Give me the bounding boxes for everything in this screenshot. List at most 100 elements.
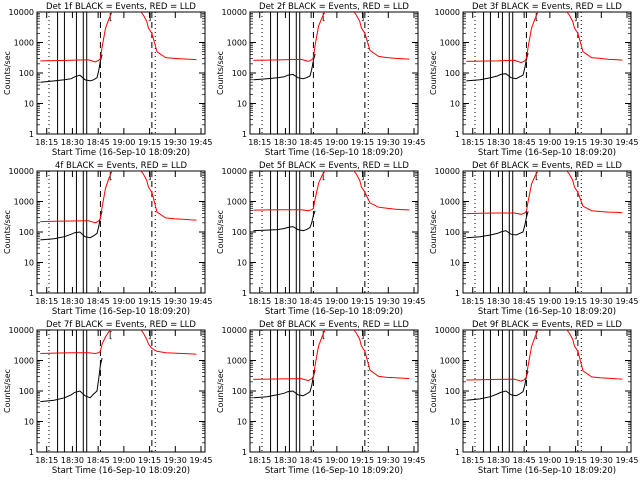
y-axis-label: Counts/sec <box>216 210 225 254</box>
y-tick-label: 1 <box>29 448 34 457</box>
x-tick-label: 18:30 <box>274 138 297 147</box>
x-tick-label: 18:45 <box>513 456 536 465</box>
x-axis-label: Start Time (16-Sep-10 18:09:20) <box>478 307 616 317</box>
x-tick-label: 18:45 <box>87 456 110 465</box>
x-tick-label: 18:30 <box>487 297 510 306</box>
y-tick-label: 10000 <box>435 167 460 176</box>
plot-frame <box>249 11 419 135</box>
events-series-line <box>253 370 316 399</box>
y-axis-label: Counts/sec <box>429 210 438 254</box>
x-tick-label: 18:45 <box>513 297 536 306</box>
bracket-marker: ] <box>148 331 152 341</box>
y-tick-label: 1000 <box>14 198 34 207</box>
y-tick-label: 10 <box>237 418 247 427</box>
y-tick-label: 1 <box>29 289 34 298</box>
y-tick-label: 10 <box>450 100 460 109</box>
x-tick-label: 19:15 <box>564 297 587 306</box>
bracket-marker: [ <box>535 13 539 23</box>
bracket-marker: [ <box>322 13 326 23</box>
y-tick-label: 10000 <box>222 167 247 176</box>
bracket-marker: [ <box>109 331 113 341</box>
panel-title: Det 5f BLACK = Events, RED = LLD <box>259 161 409 171</box>
bracket-marker: [ <box>109 13 113 23</box>
x-tick-label: 18:30 <box>274 297 297 306</box>
y-axis-label: Counts/sec <box>3 51 12 95</box>
x-axis-label: Start Time (16-Sep-10 18:09:20) <box>52 466 190 476</box>
x-tick-label: 19:30 <box>590 138 613 147</box>
x-tick-label: 19:45 <box>615 297 638 306</box>
x-tick-label: 19:45 <box>189 138 212 147</box>
x-tick-label: 19:00 <box>538 456 561 465</box>
lld-series-line <box>466 171 623 215</box>
y-tick-label: 1000 <box>14 357 34 366</box>
y-tick-label: 10 <box>237 259 247 268</box>
x-tick-label: 18:45 <box>87 297 110 306</box>
y-tick-label: 1000 <box>14 39 34 48</box>
x-axis-label: Start Time (16-Sep-10 18:09:20) <box>478 466 616 476</box>
bracket-marker: ] <box>574 13 578 23</box>
plot-frame <box>249 329 419 453</box>
y-tick-label: 1 <box>455 130 460 139</box>
y-tick-label: 10000 <box>9 8 34 17</box>
x-tick-label: 19:30 <box>377 297 400 306</box>
y-axis-label: Counts/sec <box>216 369 225 413</box>
plot-frame <box>462 170 632 294</box>
y-axis-label: Counts/sec <box>216 51 225 95</box>
y-tick-label: 1000 <box>227 198 247 207</box>
y-tick-label: 100 <box>19 228 34 237</box>
y-tick-label: 100 <box>19 387 34 396</box>
y-tick-label: 1 <box>455 448 460 457</box>
plot-frame <box>462 11 632 135</box>
x-tick-label: 19:00 <box>112 138 135 147</box>
y-axis-label: Counts/sec <box>3 210 12 254</box>
y-tick-label: 10 <box>24 100 34 109</box>
bracket-marker: ] <box>361 13 365 23</box>
x-tick-label: 19:30 <box>377 456 400 465</box>
x-axis-label: Start Time (16-Sep-10 18:09:20) <box>52 307 190 317</box>
x-tick-label: 19:30 <box>590 456 613 465</box>
x-tick-label: 19:15 <box>564 456 587 465</box>
x-tick-label: 18:15 <box>35 138 58 147</box>
panel-title: Det 7f BLACK = Events, RED = LLD <box>46 320 196 330</box>
panel-4: 4f BLACK = Events, RED = LLD 1 10 100 1000 10… <box>3 161 213 317</box>
y-tick-label: 1 <box>242 289 247 298</box>
x-tick-label: 19:45 <box>402 138 425 147</box>
x-tick-label: 18:45 <box>300 297 323 306</box>
bracket-marker: [ <box>322 172 326 182</box>
bracket-marker: [ <box>109 172 113 182</box>
y-tick-label: 1000 <box>227 39 247 48</box>
x-tick-label: 18:15 <box>248 297 271 306</box>
x-tick-label: 19:00 <box>538 297 561 306</box>
panel-title: Det 2f BLACK = Events, RED = LLD <box>259 2 409 12</box>
panel-3: Det 3f BLACK = Events, RED = LLD 1 10 100 10… <box>429 2 639 158</box>
y-tick-label: 100 <box>232 228 247 237</box>
x-tick-label: 19:30 <box>164 297 187 306</box>
panel-title: Det 3f BLACK = Events, RED = LLD <box>472 2 622 12</box>
x-tick-label: 19:30 <box>164 456 187 465</box>
x-tick-label: 19:15 <box>138 297 161 306</box>
y-tick-label: 10 <box>450 418 460 427</box>
x-tick-label: 18:45 <box>300 138 323 147</box>
x-tick-label: 19:30 <box>164 138 187 147</box>
x-tick-label: 19:15 <box>564 138 587 147</box>
lld-series-line <box>253 171 410 212</box>
y-tick-label: 100 <box>445 69 460 78</box>
x-tick-label: 18:15 <box>248 138 271 147</box>
panel-8: Det 8f BLACK = Events, RED = LLD 1 10 100 10… <box>216 320 426 476</box>
x-tick-label: 19:15 <box>351 138 374 147</box>
bracket-marker: ] <box>574 331 578 341</box>
events-series-line <box>40 211 103 241</box>
y-tick-label: 10 <box>24 418 34 427</box>
events-series-line <box>466 370 529 401</box>
y-tick-label: 10 <box>24 259 34 268</box>
x-tick-label: 19:00 <box>112 456 135 465</box>
bracket-marker: ] <box>574 172 578 182</box>
x-axis-label: Start Time (16-Sep-10 18:09:20) <box>52 148 190 158</box>
panel-2: Det 2f BLACK = Events, RED = LLD 1 10 100 10… <box>216 2 426 158</box>
panel-7: Det 7f BLACK = Events, RED = LLD 1 10 100 10… <box>3 320 213 476</box>
x-tick-label: 18:15 <box>248 456 271 465</box>
panel-6: Det 6f BLACK = Events, RED = LLD 1 10 100 10… <box>429 161 639 317</box>
bracket-marker: ] <box>148 13 152 23</box>
lld-series-line <box>253 330 410 382</box>
lld-series-line <box>466 12 623 64</box>
